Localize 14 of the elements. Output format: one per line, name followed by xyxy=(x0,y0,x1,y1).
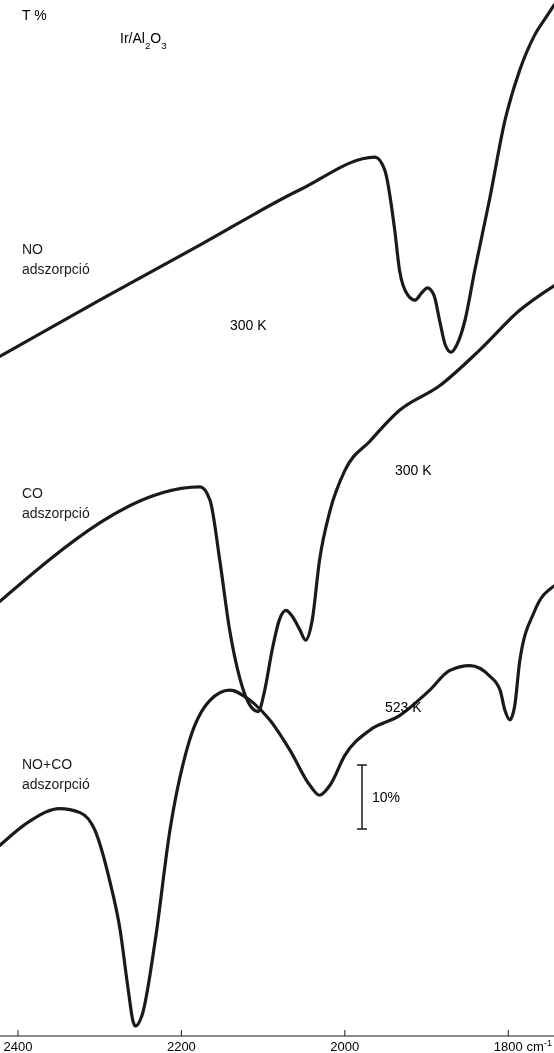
x-tick-label: 2400 xyxy=(3,1039,33,1053)
series-label: NO adszorpció xyxy=(22,241,90,278)
x-tick-label: 2200 xyxy=(166,1039,196,1053)
x-tick-label: 2000 xyxy=(330,1039,360,1053)
y-axis-title: T % xyxy=(22,7,47,23)
text: Ir/Al$_{2}$O$_{3}$ xyxy=(120,30,168,51)
annotation: 300 K xyxy=(230,317,268,333)
annotation: 523 K xyxy=(385,699,423,715)
x-tick-label: 1800 xyxy=(493,1039,523,1053)
annotation: 10% xyxy=(372,789,401,805)
annotation: 300 K xyxy=(395,462,433,478)
series-label: NO+CO adszorpció xyxy=(22,755,90,792)
series-label: CO adszorpció xyxy=(22,485,90,522)
x-axis-title: cm$^{-1}$ xyxy=(526,1038,552,1053)
